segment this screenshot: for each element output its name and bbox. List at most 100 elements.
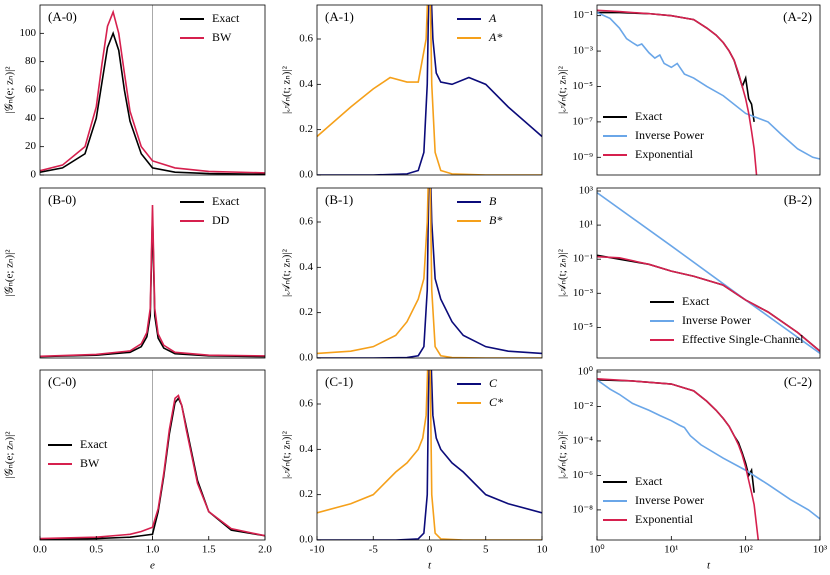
axes-frame	[316, 369, 543, 541]
series-line	[40, 30, 265, 175]
y-tick-label: 10⁻⁶	[572, 469, 593, 481]
x-tick-label: -5	[369, 544, 379, 556]
plot-area	[597, 378, 820, 540]
legend-label: Exact	[635, 109, 663, 123]
panel-label: (B-0)	[48, 192, 76, 207]
series-line	[597, 11, 820, 160]
series-line	[597, 378, 760, 540]
x-axis-label: e	[150, 560, 155, 572]
legend-label: Exponential	[635, 512, 694, 526]
y-tick-label: 10⁻²	[573, 400, 594, 412]
y-tick-label: 0.0	[299, 534, 313, 546]
axes-frame	[596, 187, 821, 359]
legend-label: A*	[488, 30, 502, 44]
y-tick-label: 80	[25, 55, 37, 67]
y-tick-label: 0.4	[299, 78, 313, 90]
y-axis-label: |𝒜ₙ(t; zₙ)|²	[281, 430, 293, 479]
legend-label: Exact	[635, 474, 663, 488]
axes-frame	[596, 369, 821, 541]
legend-label: A	[488, 11, 497, 25]
y-tick-label: 0.2	[299, 123, 313, 135]
series-line	[40, 204, 265, 358]
axes-frame	[596, 4, 821, 176]
x-tick-label: 10¹	[664, 544, 678, 556]
x-tick-label: 10⁰	[589, 544, 605, 556]
series-line	[317, 5, 542, 175]
y-tick-label: 10³	[579, 185, 594, 197]
panel-label: (C-2)	[784, 374, 812, 389]
series-line	[597, 9, 758, 175]
y-axis-label: |𝒜ₙ(t; zₙ)|²	[557, 65, 569, 114]
y-tick-label: 10⁰	[578, 365, 594, 377]
plot-area	[317, 5, 542, 175]
x-tick-label: 1.5	[202, 544, 216, 556]
legend-label: Exponential	[635, 147, 694, 161]
y-axis-label: |𝒜ₙ(t; zₙ)|²	[557, 430, 569, 479]
panel-label: (B-1)	[325, 192, 353, 207]
axes-frame	[39, 187, 266, 359]
panel: 0 20 40 60 80 100 |𝒢ₙ(e; zₙ)|² (A-0) Exact BW	[4, 4, 266, 181]
legend-label: DD	[212, 213, 230, 227]
series-line	[597, 191, 820, 355]
y-tick-label: 60	[25, 84, 37, 96]
panel: 0.0 0.2 0.4 0.6 -10 -5 0 5 10 t |𝒜ₙ(t; zₙ)|² (C-1) C…	[281, 369, 548, 572]
y-tick-label: 10⁻⁹	[572, 151, 593, 163]
legend-label: Exact	[80, 437, 108, 451]
panel-label: (B-2)	[784, 192, 812, 207]
panel-label: (C-0)	[48, 374, 76, 389]
legend-label: C	[489, 376, 498, 390]
panel: 10⁰ 10⁻² 10⁻⁴ 10⁻⁶ 10⁻⁸ 10⁰ 10¹ 10² 10³ t |𝒜ₙ(t; z…	[557, 365, 828, 571]
y-axis-label: |𝒜ₙ(t; zₙ)|²	[557, 248, 569, 297]
legend-label: C*	[489, 395, 503, 409]
y-tick-label: 0.2	[299, 488, 313, 500]
plot-area	[40, 204, 265, 358]
y-tick-label: 10⁻¹	[573, 253, 593, 265]
series-line	[597, 255, 820, 352]
y-tick-label: 10⁻⁸	[572, 503, 593, 515]
y-tick-label: 20	[25, 140, 37, 152]
panel: |𝒢ₙ(e; zₙ)|² (B-0) Exact DD	[4, 187, 266, 359]
legend-label: Inverse Power	[635, 493, 704, 507]
y-tick-label: 0.0	[299, 352, 313, 364]
y-tick-label: 0.6	[299, 398, 313, 410]
legend-label: B*	[489, 213, 502, 227]
y-axis-label: |𝒜ₙ(t; zₙ)|²	[281, 65, 293, 114]
y-tick-label: 0.6	[299, 216, 313, 228]
x-tick-label: 2.0	[258, 544, 272, 556]
series-line	[317, 188, 542, 358]
series-line	[317, 188, 542, 358]
x-tick-label: 0.5	[89, 544, 103, 556]
x-tick-label: 0	[427, 544, 433, 556]
panel-label: (A-2)	[783, 9, 812, 24]
panel-label: (A-1)	[325, 9, 354, 24]
panel: 0.0 0.5 1.0 1.5 2.0 e |𝒢ₙ(e; zₙ)|² (C-0) Exact BW	[4, 369, 272, 572]
series-line	[317, 370, 542, 540]
series-line	[597, 379, 755, 493]
x-axis-label: t	[428, 560, 432, 572]
series-line	[317, 5, 542, 175]
plot-area	[40, 370, 265, 540]
legend-label: Effective Single-Channel	[682, 332, 804, 346]
x-tick-label: 10³	[813, 544, 828, 556]
panel-label: (C-1)	[325, 374, 353, 389]
legend-label: Inverse Power	[635, 128, 704, 142]
y-tick-label: 10⁻⁵	[572, 80, 593, 92]
legend-label: B	[489, 194, 497, 208]
x-axis-label: t	[707, 560, 711, 572]
x-tick-label: 5	[483, 544, 489, 556]
y-axis-label: |𝒜ₙ(t; zₙ)|²	[281, 248, 293, 297]
y-tick-label: 10⁻¹	[573, 9, 593, 21]
panel: 0.0 0.2 0.4 0.6 |𝒜ₙ(t; zₙ)|² (B-1) B B*	[281, 187, 543, 364]
legend-label: Inverse Power	[682, 313, 751, 327]
plot-area	[40, 5, 265, 175]
legend-label: BW	[212, 30, 232, 44]
plot-area	[597, 9, 820, 175]
plot-area	[597, 191, 820, 355]
y-tick-label: 0.0	[299, 169, 313, 181]
legend-label: Exact	[212, 194, 240, 208]
x-tick-label: 10²	[739, 544, 754, 556]
y-axis-label: |𝒢ₙ(e; zₙ)|²	[4, 66, 16, 114]
axes-frame	[316, 4, 543, 176]
legend-label: Exact	[212, 11, 240, 25]
